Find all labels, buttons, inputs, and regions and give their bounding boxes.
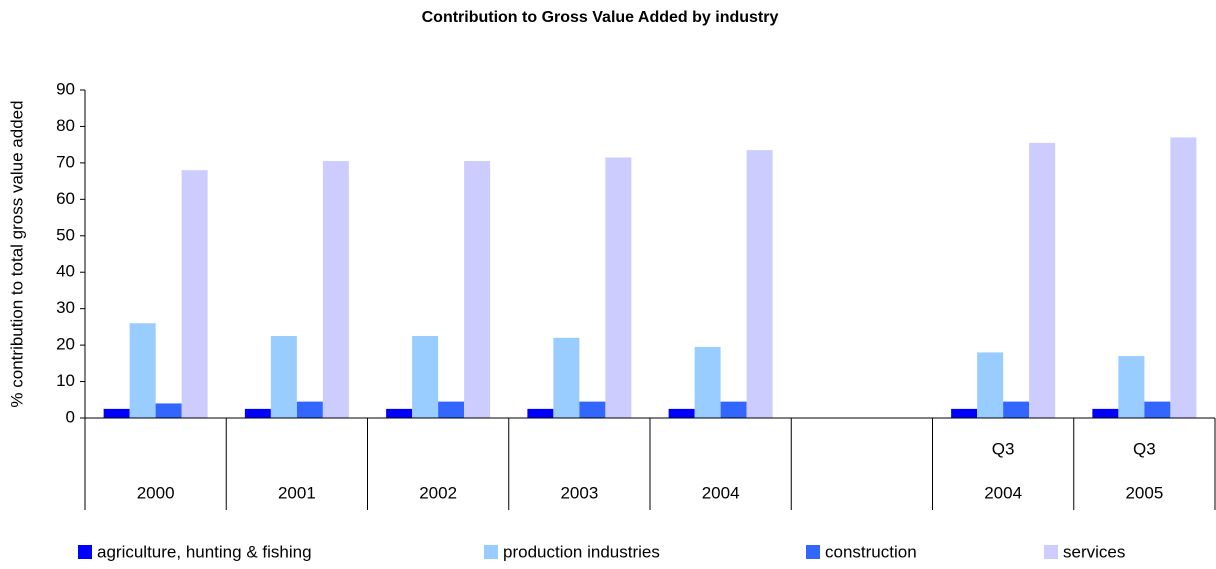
- bar: [322, 161, 349, 419]
- legend-label: agriculture, hunting & fishing: [97, 542, 312, 561]
- bar: [746, 150, 773, 418]
- x-tick-label-group: Q3: [1133, 439, 1156, 458]
- y-tick-label: 80: [56, 116, 75, 135]
- bar: [1029, 142, 1056, 418]
- y-tick-label: 40: [56, 262, 75, 281]
- y-tick-label: 90: [56, 79, 75, 98]
- bar: [579, 401, 606, 418]
- x-tick-label: 2004: [702, 483, 740, 502]
- bar: [412, 336, 439, 418]
- bar: [181, 170, 208, 418]
- bar: [155, 403, 182, 418]
- bar: [244, 408, 271, 418]
- bar: [1170, 137, 1197, 418]
- chart-title: Contribution to Gross Value Added by ind…: [422, 9, 779, 26]
- bar: [296, 401, 323, 418]
- bar: [605, 157, 632, 418]
- x-tick-label: 2000: [137, 483, 175, 502]
- bar: [386, 408, 413, 418]
- bar: [464, 161, 491, 419]
- bar: [1144, 401, 1171, 418]
- bar: [1092, 408, 1119, 418]
- legend-swatch: [1044, 545, 1058, 559]
- y-tick-label: 30: [56, 298, 75, 317]
- y-tick-label: 20: [56, 335, 75, 354]
- y-tick-label: 50: [56, 225, 75, 244]
- bar: [270, 336, 297, 418]
- bar: [438, 401, 465, 418]
- x-tick-label: 2004: [984, 483, 1022, 502]
- bar: [553, 337, 580, 418]
- bar: [129, 323, 156, 418]
- bar: [694, 346, 721, 418]
- legend-label: construction: [825, 542, 917, 561]
- x-tick-label: 2003: [560, 483, 598, 502]
- y-tick-label: 0: [66, 407, 75, 426]
- bar: [668, 408, 695, 418]
- y-axis-label: % contribution to total gross value adde…: [7, 100, 26, 407]
- bar: [951, 408, 978, 418]
- legend-label: production industries: [503, 542, 660, 561]
- y-tick-label: 60: [56, 189, 75, 208]
- x-tick-label: 2005: [1125, 483, 1163, 502]
- bar: [977, 352, 1004, 418]
- legend-swatch: [484, 545, 498, 559]
- bar: [103, 408, 130, 418]
- bar: [1118, 356, 1145, 418]
- bar: [720, 401, 747, 418]
- y-tick-label: 10: [56, 371, 75, 390]
- x-tick-label: 2002: [419, 483, 457, 502]
- bar: [1003, 401, 1030, 418]
- x-tick-label-group: Q3: [992, 439, 1015, 458]
- x-tick-label: 2001: [278, 483, 316, 502]
- legend-swatch: [78, 545, 92, 559]
- y-tick-label: 70: [56, 152, 75, 171]
- legend-swatch: [806, 545, 820, 559]
- bar: [527, 408, 554, 418]
- legend-label: services: [1063, 542, 1125, 561]
